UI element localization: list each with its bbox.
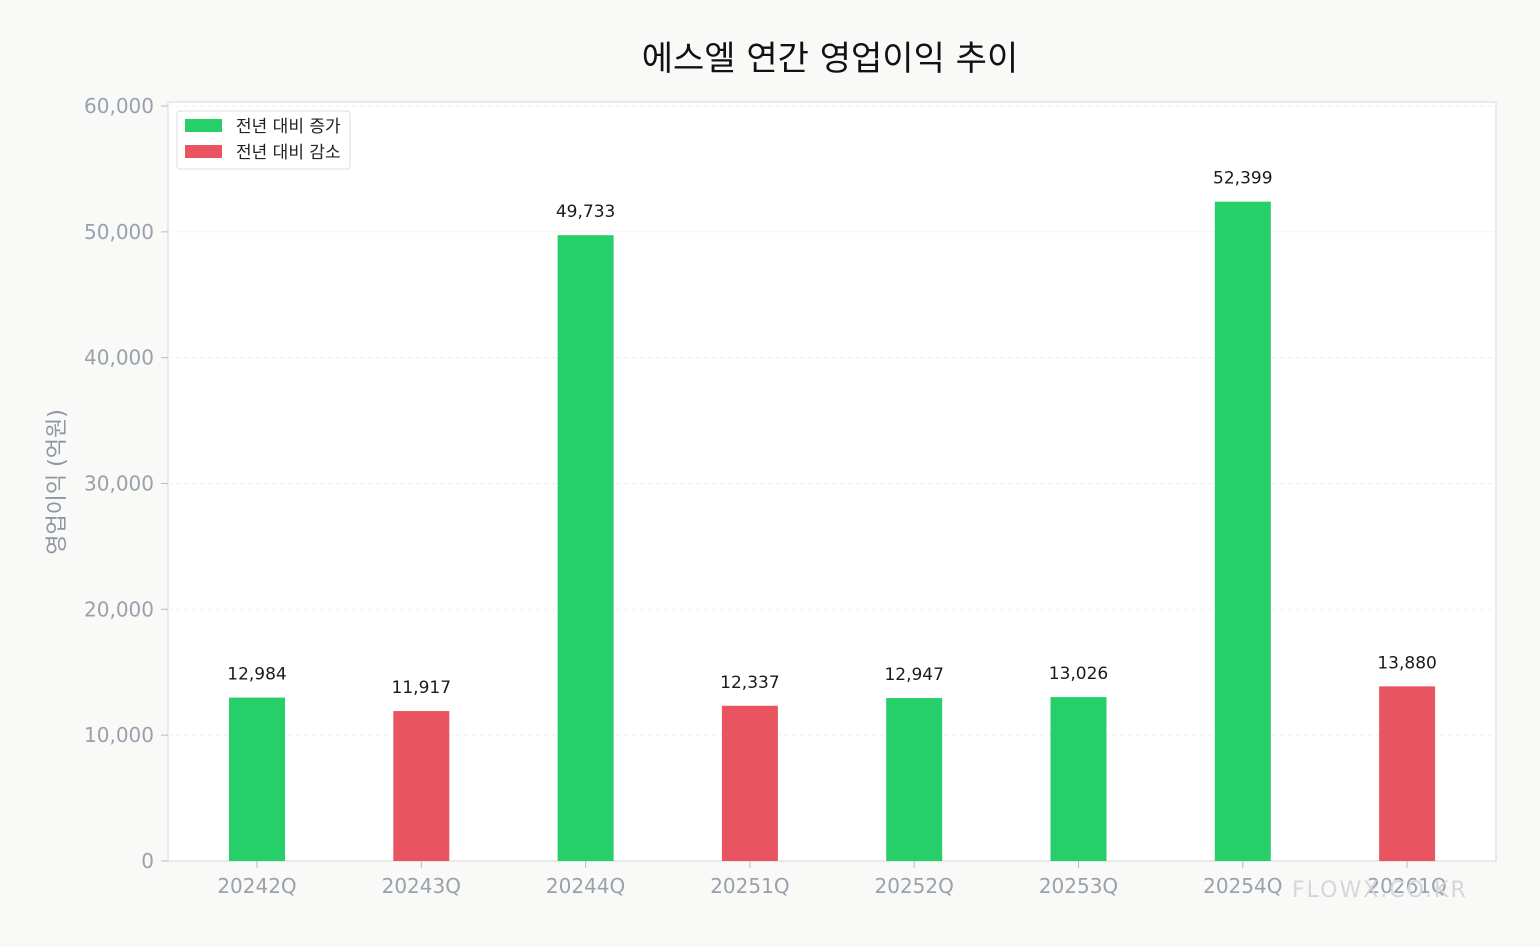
data-label: 13,026 (1049, 664, 1108, 684)
y-tick-label: 60,000 (84, 94, 154, 118)
bar (229, 697, 285, 861)
data-label: 13,880 (1377, 653, 1436, 673)
y-tick-label: 50,000 (84, 220, 154, 244)
y-axis-ticks: 0 10,000 20,000 30,000 40,000 50,000 60,000 (84, 94, 168, 873)
data-label: 11,917 (392, 678, 451, 698)
bar (1214, 201, 1271, 861)
data-label: 12,337 (720, 673, 779, 693)
legend-swatch-decrease (185, 145, 222, 158)
y-tick-label: 40,000 (84, 346, 154, 370)
y-tick-label: 30,000 (84, 472, 154, 496)
y-axis-label: 영업이익 (억원) (45, 409, 70, 555)
grid-lines (168, 105, 1496, 736)
bar (557, 235, 614, 861)
bar (1050, 697, 1107, 861)
data-label: 49,733 (556, 202, 615, 222)
x-tick-label: 20242Q (217, 874, 296, 898)
x-tick-label: 20252Q (875, 874, 954, 898)
legend-label-decrease: 전년 대비 감소 (236, 143, 341, 163)
bar (1379, 686, 1436, 861)
x-tick-label: 20261Q (1367, 874, 1446, 898)
chart-title: 에스엘 연간 영업이익 추이 (642, 39, 1019, 79)
data-labels: 12,984 11,917 49,733 12,337 12,947 13,026 52,3… (227, 169, 1437, 698)
plot-area (167, 101, 1497, 862)
x-tick-label: 20254Q (1203, 874, 1282, 898)
y-tick-label: 0 (141, 849, 154, 873)
x-tick-label: 20244Q (546, 874, 625, 898)
watermark: FLOWX.CO.KR (1292, 878, 1468, 903)
legend: 전년 대비 증가 전년 대비 감소 (176, 110, 351, 170)
x-tick-label: 20251Q (710, 874, 789, 898)
data-label: 12,947 (884, 665, 943, 685)
legend-swatch-increase (185, 119, 222, 132)
y-tick-label: 20,000 (84, 597, 154, 621)
bar (886, 698, 943, 861)
data-label: 52,399 (1213, 169, 1272, 189)
legend-label-increase: 전년 대비 증가 (236, 117, 341, 137)
x-axis-ticks: 20242Q 20243Q 20244Q 20251Q 20252Q 20253Q 2025… (217, 861, 1447, 898)
x-tick-label: 20243Q (382, 874, 461, 898)
bar (721, 705, 778, 861)
bars (229, 201, 1436, 861)
y-tick-label: 10,000 (84, 723, 154, 747)
x-tick-label: 20253Q (1039, 874, 1118, 898)
bar (393, 711, 450, 861)
data-label: 12,984 (227, 665, 286, 685)
